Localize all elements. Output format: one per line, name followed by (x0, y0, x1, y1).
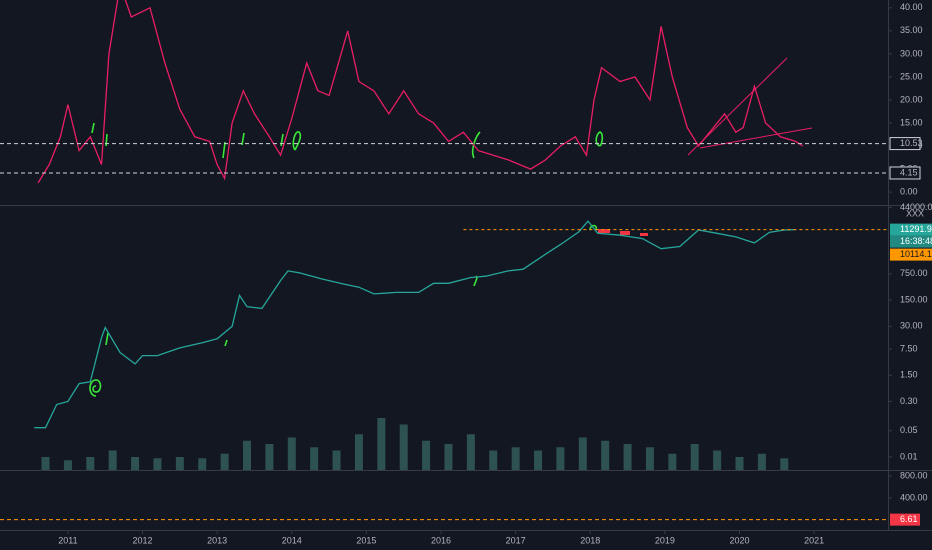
volume-bar (242, 440, 251, 470)
volume-bar (131, 457, 140, 470)
x-tick-label: 2021 (804, 535, 824, 545)
volume-bar (198, 458, 207, 470)
volume-bar (489, 450, 498, 470)
volume-bar (601, 440, 610, 470)
volume-bar (511, 447, 520, 470)
y-tick-label: 25.00 (900, 71, 923, 81)
volume-bar (220, 453, 229, 470)
level-box (890, 248, 932, 261)
volume-bar (399, 424, 408, 470)
level-box (890, 513, 920, 526)
level-label: 6.61 (900, 514, 918, 524)
x-tick-label: 2018 (580, 535, 600, 545)
volume-bar (175, 457, 184, 470)
volume-bar (422, 440, 431, 470)
volume-bar (578, 437, 587, 470)
y-tick-label: 40.00 (900, 2, 923, 12)
y-tick-label: 44000.00 (900, 202, 932, 212)
x-tick-label: 2017 (506, 535, 526, 545)
x-tick-label: 2013 (207, 535, 227, 545)
x-tick-label: 2020 (729, 535, 749, 545)
volume-bar (466, 434, 475, 470)
y-tick-label: 0.01 (900, 451, 918, 461)
pane (34, 220, 796, 429)
volume-bar (377, 418, 386, 470)
y-tick-label: 20.00 (900, 94, 923, 104)
volume-bar (645, 447, 654, 470)
y-tick-label: 1.50 (900, 370, 918, 380)
y-tick-label: 750.00 (900, 268, 928, 278)
volume-bar (265, 444, 274, 470)
y-tick-label: 0.30 (900, 396, 918, 406)
y-tick-label: 30.00 (900, 48, 923, 58)
volume-bar (310, 447, 319, 470)
x-tick-label: 2015 (356, 535, 376, 545)
y-tick-label: 800.00 (900, 470, 928, 480)
volume-bar (556, 447, 565, 470)
volume-bar (757, 453, 766, 470)
volume-bar (780, 458, 789, 470)
level-box (889, 166, 921, 180)
pane (41, 418, 789, 470)
level-label: 4.15 (900, 167, 918, 177)
y-tick-label: 400.00 (900, 492, 928, 502)
annotations (89, 122, 604, 397)
symbol: XXX (906, 208, 924, 218)
price-label: 11291.97 (900, 224, 932, 234)
y-tick-label: 15.00 (900, 117, 923, 127)
y-tick-label: 30.00 (900, 321, 923, 331)
y-tick-label: 0.00 (900, 186, 918, 196)
y-tick-label: 150.00 (900, 294, 928, 304)
y-tick-label: 0.05 (900, 425, 918, 435)
volume-bar (41, 457, 50, 470)
price-box (890, 223, 932, 236)
x-tick-label: 2016 (431, 535, 451, 545)
series-line (37, 0, 804, 184)
volume-bar (108, 450, 117, 470)
volume-bar (86, 457, 95, 470)
x-tick-label: 2011 (58, 535, 77, 545)
level-box (889, 137, 921, 151)
countdown: 16:38:48 (900, 236, 932, 246)
volume-bar (153, 458, 162, 470)
volume-bar (735, 457, 744, 470)
volume-bar (690, 444, 699, 470)
series-line (34, 220, 796, 429)
x-tick-label: 2019 (655, 535, 675, 545)
volume-bar (332, 450, 341, 470)
countdown-box (890, 235, 932, 248)
level-label: 10.53 (900, 138, 923, 148)
y-tick-label: 7.50 (900, 343, 918, 353)
volume-bar (668, 453, 677, 470)
volume-bar (354, 434, 363, 470)
volume-bar (444, 444, 453, 470)
volume-bar (63, 460, 72, 470)
pane (37, 0, 804, 184)
volume-bar (287, 437, 296, 470)
volume-bar (534, 450, 543, 470)
y-tick-label: 35.00 (900, 25, 923, 35)
x-tick-label: 2012 (133, 535, 153, 545)
volume-bar (623, 444, 632, 470)
volume-bar (713, 450, 722, 470)
annotations (598, 229, 648, 236)
x-tick-label: 2014 (282, 535, 302, 545)
level-label: 10114.12 (900, 249, 932, 259)
